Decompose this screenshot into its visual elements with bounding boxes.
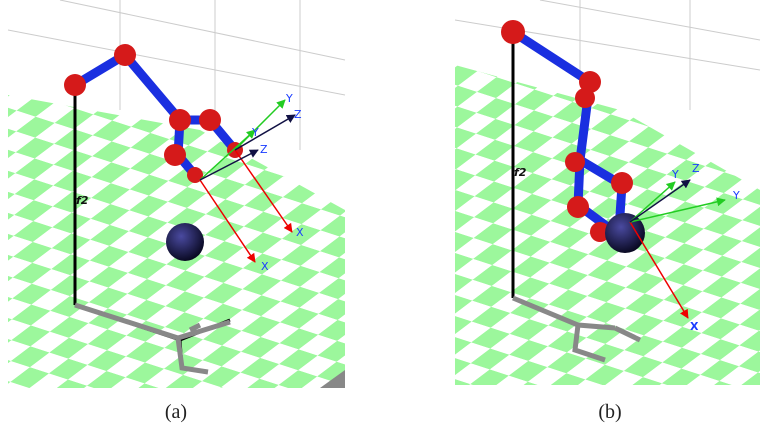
caption: (b) (598, 401, 621, 423)
axis-label: X (690, 320, 699, 333)
panel-a: f2 (8, 0, 348, 390)
axis-label: Y (732, 189, 740, 202)
axis-label: Y (251, 126, 259, 139)
page: f2 f2 (a) (b) YZYZXXYZYX (() => { const … (0, 0, 772, 435)
sphere (605, 213, 645, 253)
frame-label: f2 (76, 194, 89, 207)
caption: (a) (165, 401, 187, 423)
axis-label: Y (285, 92, 293, 105)
frame-label: f2 (514, 166, 527, 179)
sphere (166, 223, 204, 261)
panel-b: f2 (455, 0, 760, 386)
axis-label: Y (671, 168, 679, 181)
figure: f2 f2 (a) (b) YZYZXXYZYX (0, 0, 772, 435)
axis-label: X (261, 260, 269, 273)
axis-label: Z (260, 143, 268, 156)
axis-label: Z (692, 162, 700, 175)
axis-label: Z (294, 108, 302, 121)
axis-label: X (296, 226, 304, 239)
